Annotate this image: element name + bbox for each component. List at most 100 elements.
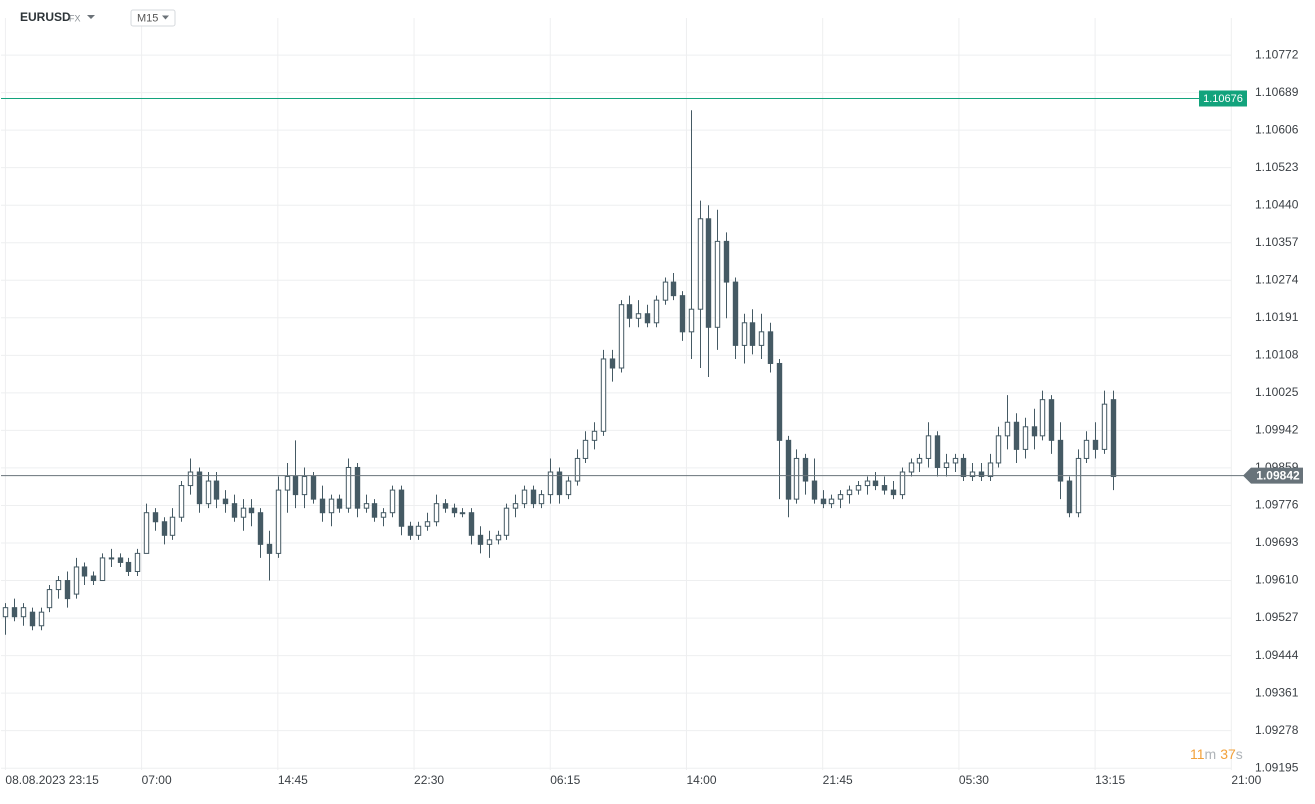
candle-body xyxy=(459,512,466,515)
candle-body xyxy=(943,462,950,468)
candle-body xyxy=(143,512,150,554)
y-tick-label: 1.10357 xyxy=(1255,235,1299,249)
candle-body xyxy=(1039,399,1046,437)
candle-body xyxy=(556,471,563,496)
y-tick-label: 1.09693 xyxy=(1255,535,1299,549)
reference-label: 1.10676 xyxy=(1203,93,1243,105)
candle-body xyxy=(811,480,818,500)
candle-body xyxy=(872,480,879,487)
candle-body xyxy=(767,331,774,364)
candle-body xyxy=(196,471,203,505)
candle-body xyxy=(486,539,493,545)
candle-body xyxy=(644,313,651,324)
countdown-minutes-unit: m xyxy=(1205,746,1217,762)
candle-body xyxy=(284,476,291,491)
candle-body xyxy=(187,471,194,487)
y-tick-label: 1.09776 xyxy=(1255,498,1299,512)
candle-body xyxy=(908,462,915,473)
x-tick-label: 08.08.2023 23:15 xyxy=(5,773,99,787)
candle-body xyxy=(64,580,71,600)
x-tick-label: 22:30 xyxy=(414,773,444,787)
symbol[interactable]: EURUSD xyxy=(20,10,71,24)
candle-body xyxy=(521,489,528,505)
candle-body xyxy=(855,485,862,491)
candle-body xyxy=(108,557,115,560)
interval-button[interactable] xyxy=(130,9,176,27)
candle-body xyxy=(530,489,537,505)
candle-body xyxy=(117,557,124,563)
candle-body xyxy=(995,435,1002,464)
candle-body xyxy=(670,281,677,297)
candle-body xyxy=(978,471,985,478)
candle-body xyxy=(433,503,440,523)
candle-body xyxy=(828,498,835,505)
x-tick-label: 06:15 xyxy=(550,773,580,787)
y-tick-label: 1.09527 xyxy=(1255,610,1299,624)
candle-body xyxy=(776,362,783,441)
candle-body xyxy=(793,457,800,500)
candle-body xyxy=(732,281,739,346)
y-tick-label: 1.10440 xyxy=(1255,197,1299,211)
candle-body xyxy=(415,525,422,536)
candle-body xyxy=(231,503,238,518)
candle-body xyxy=(609,358,616,369)
candle-body xyxy=(477,534,484,545)
candle-body xyxy=(987,462,994,478)
x-tick-label: 21:45 xyxy=(823,773,853,787)
candle-body xyxy=(916,457,923,464)
candle-body xyxy=(354,466,361,509)
y-tick-label: 1.10772 xyxy=(1255,47,1299,61)
candle-body xyxy=(451,507,458,514)
candle-body xyxy=(741,322,748,346)
candle-body xyxy=(125,561,132,572)
last-price-label: 1.09842 xyxy=(1256,468,1300,482)
candle-body xyxy=(969,471,976,478)
candle-body xyxy=(582,439,589,459)
candle-body xyxy=(881,485,888,491)
market: FX xyxy=(69,13,81,23)
y-tick-label: 1.10025 xyxy=(1255,385,1299,399)
interval-dropdown[interactable] xyxy=(162,15,169,20)
interval: M15 xyxy=(137,12,158,24)
y-tick-label: 1.09610 xyxy=(1255,573,1299,587)
candle-body xyxy=(679,295,686,333)
candle-body xyxy=(81,566,88,577)
candle-body xyxy=(1022,426,1029,450)
y-tick-label: 1.10606 xyxy=(1255,122,1299,136)
candle-body xyxy=(1048,399,1055,441)
y-tick-label: 1.09444 xyxy=(1255,648,1299,662)
candle-body xyxy=(538,494,545,505)
candle-body xyxy=(38,611,45,627)
candle-body xyxy=(1004,421,1011,437)
candle-body xyxy=(1066,480,1073,514)
candle-body xyxy=(257,512,264,545)
candle-body xyxy=(618,304,625,369)
candle-body xyxy=(363,503,370,509)
y-tick-label: 1.09278 xyxy=(1255,723,1299,737)
candle-body xyxy=(222,498,229,505)
y-tick-label: 1.10108 xyxy=(1255,348,1299,362)
candle-body xyxy=(99,557,106,582)
candle-body xyxy=(960,457,967,478)
candle-body xyxy=(723,240,730,283)
candle-body xyxy=(301,476,308,496)
candle-body xyxy=(389,489,396,514)
candle-body xyxy=(213,480,220,500)
candle-body xyxy=(248,507,255,514)
candle-body xyxy=(547,471,554,496)
candle-body xyxy=(178,485,185,518)
countdown-seconds-unit: s xyxy=(1236,746,1243,762)
plot xyxy=(1,97,1245,635)
candle-body xyxy=(442,503,449,509)
candle-body xyxy=(292,476,299,496)
y-tick-label: 1.09942 xyxy=(1255,423,1299,437)
candle-body xyxy=(266,543,273,554)
x-tick-label: 13:15 xyxy=(1095,773,1125,787)
candle-body xyxy=(600,358,607,432)
candle-body xyxy=(161,521,168,536)
y-tick-label: 1.09195 xyxy=(1255,760,1299,774)
candle-body xyxy=(240,507,247,518)
symbol-dropdown[interactable] xyxy=(87,15,95,19)
